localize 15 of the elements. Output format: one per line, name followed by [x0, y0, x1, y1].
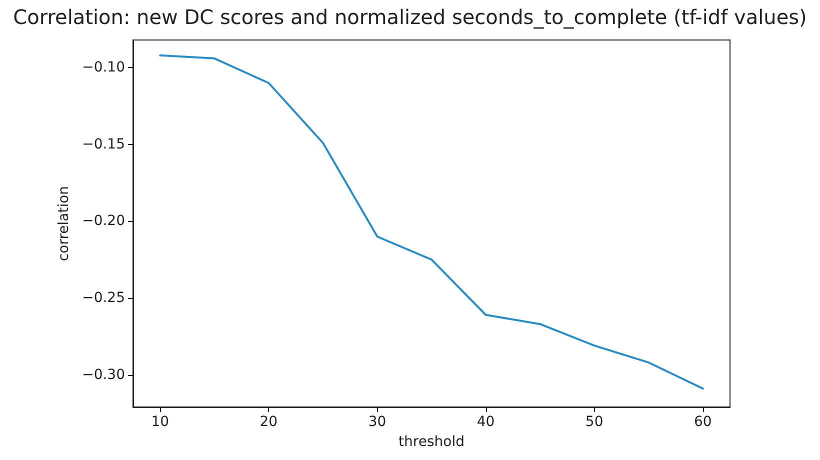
y-tick-label: −0.20 — [82, 213, 125, 230]
x-axis-title: threshold — [398, 434, 464, 450]
x-tick-label: 50 — [585, 414, 604, 430]
y-tick-label: −0.30 — [82, 366, 125, 383]
chart-title: Correlation: new DC scores and normalized seconds_to_complete (tf-idf values) — [13, 5, 807, 29]
x-tick-label: 10 — [151, 414, 170, 430]
x-tick-label: 40 — [476, 414, 495, 430]
y-axis-title: correlation — [56, 186, 72, 262]
y-tick-label: −0.15 — [82, 136, 125, 152]
x-tick-label: 60 — [694, 414, 712, 430]
x-tick-label: 20 — [260, 414, 278, 430]
y-tick-label: −0.25 — [82, 290, 125, 306]
line-series — [159, 54, 704, 390]
x-tick-label: 30 — [368, 414, 386, 430]
y-tick-label: −0.10 — [82, 60, 125, 76]
